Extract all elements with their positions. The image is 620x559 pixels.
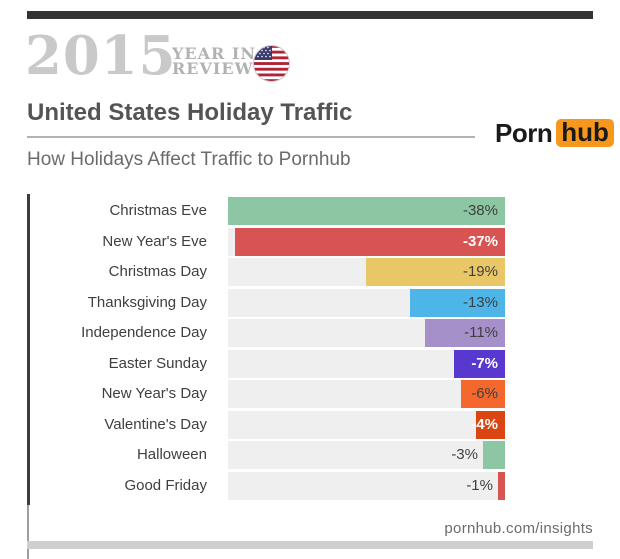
row-track: -13% — [228, 288, 505, 317]
year-in-review-line2: REVIEW — [172, 59, 254, 78]
page-title: United States Holiday Traffic — [27, 99, 353, 126]
row-bar — [461, 380, 505, 408]
row-bar — [498, 471, 505, 500]
chart-left-axis — [27, 194, 30, 505]
top-accent-bar — [27, 11, 593, 19]
year-in-review-line1: YEAR IN — [172, 44, 257, 63]
chart-row: Thanksgiving Day -13% — [27, 288, 593, 317]
row-value: -4% — [471, 415, 498, 433]
row-label: Halloween — [136, 446, 207, 463]
chart-row: Valentine's Day -4% — [27, 410, 593, 439]
chart-row: Halloween -3% — [27, 441, 593, 469]
row-track: -1% — [228, 471, 505, 500]
insights-link[interactable]: pornhub.com/insights — [444, 520, 593, 537]
chart-row: Good Friday -1% — [27, 471, 593, 500]
row-track: -11% — [228, 319, 505, 347]
row-track: -3% — [228, 441, 505, 469]
row-bar — [228, 197, 505, 225]
row-label: Valentine's Day — [104, 415, 207, 433]
chart-right-edge-line — [27, 505, 29, 559]
row-track: -4% — [228, 410, 505, 439]
logo-porn-text: Porn — [495, 117, 553, 148]
row-track: -37% — [228, 227, 505, 256]
row-bar — [366, 258, 505, 286]
row-label: New Year's Day — [101, 385, 207, 402]
row-label: Christmas Eve — [109, 202, 207, 219]
chart-row: Christmas Eve -38% — [27, 197, 593, 225]
row-value: -37% — [462, 232, 498, 250]
row-value: -38% — [462, 202, 498, 219]
row-label: New Year's Eve — [102, 232, 207, 250]
page-subtitle: How Holidays Affect Traffic to Pornhub — [27, 149, 351, 170]
row-bar — [235, 227, 505, 256]
chart-row: New Year's Eve -37% — [27, 227, 593, 256]
row-bar — [483, 441, 505, 469]
chart-row: Independence Day -11% — [27, 319, 593, 347]
row-track: -19% — [228, 258, 505, 286]
holiday-traffic-chart: Christmas Eve -38% New Year's Eve -37% Chris… — [27, 194, 593, 559]
row-track: -7% — [228, 349, 505, 378]
pornhub-logo: Porn hub — [495, 117, 614, 148]
logo-hub-badge: hub — [556, 119, 614, 147]
us-flag-icon — [253, 45, 290, 82]
row-track: -6% — [228, 380, 505, 408]
row-bar — [425, 319, 505, 347]
row-value: -7% — [471, 354, 498, 372]
row-value: -13% — [462, 293, 498, 311]
row-value: -1% — [466, 476, 493, 494]
row-value: -19% — [462, 263, 498, 280]
chart-row: Easter Sunday -7% — [27, 349, 593, 378]
year-text: 2015 — [25, 25, 177, 87]
chart-row: New Year's Day -6% — [27, 380, 593, 408]
row-value: -6% — [471, 385, 498, 402]
row-label: Independence Day — [81, 324, 207, 341]
row-value: -11% — [464, 324, 498, 341]
row-bar — [410, 288, 505, 317]
row-bar — [476, 410, 505, 439]
row-value: -3% — [451, 446, 478, 463]
title-rule — [27, 136, 475, 138]
row-bar — [454, 349, 505, 378]
chart-row: Christmas Day -19% — [27, 258, 593, 286]
bottom-accent-bar — [27, 541, 593, 549]
row-label: Good Friday — [124, 476, 207, 494]
row-track: -38% — [228, 197, 505, 225]
row-label: Christmas Day — [108, 263, 207, 280]
row-label: Easter Sunday — [108, 354, 207, 372]
year-in-review-text: YEAR IN REVIEW — [172, 44, 257, 78]
row-label: Thanksgiving Day — [87, 293, 207, 311]
